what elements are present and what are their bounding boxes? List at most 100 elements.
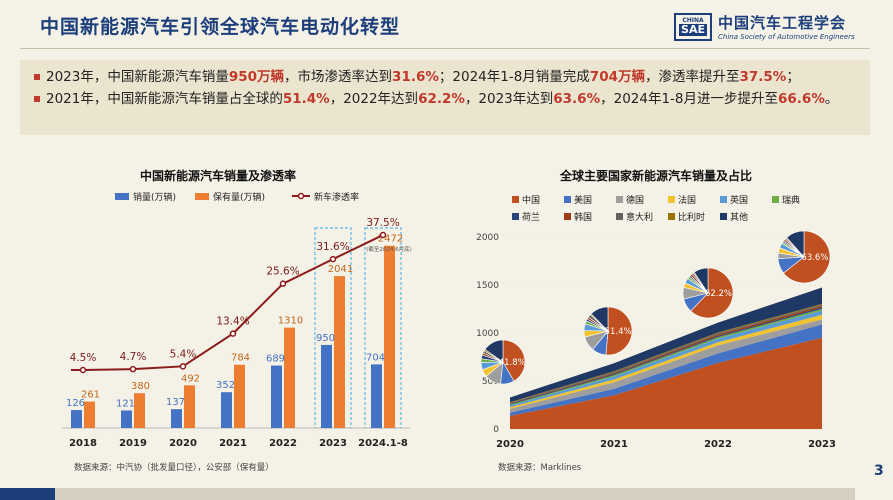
data-label-stock: 380 — [131, 381, 150, 392]
data-label-sales: 689 — [266, 354, 285, 365]
bullet-marker-icon — [34, 96, 40, 102]
legend-entry: 比利时 — [678, 211, 705, 223]
data-label-stock: 2472 — [378, 234, 403, 245]
area-英国 — [510, 310, 822, 408]
rate-label: 25.6% — [266, 266, 299, 278]
legend-entry: 美国 — [574, 194, 592, 206]
rate-point — [79, 366, 87, 374]
rate-point — [229, 330, 237, 337]
bullet-2: 2021年，中国新能源汽车销量占全球的51.4%，2022年达到62.2%，20… — [34, 88, 860, 110]
stock-note: (截至2024.6月底) — [366, 245, 412, 253]
rate-label: 37.5% — [366, 217, 399, 229]
area-中国 — [510, 337, 822, 429]
legend-swatch — [616, 213, 623, 220]
y-tick-label: 0 — [493, 425, 499, 435]
rate-point — [179, 363, 187, 370]
x-tick-label: 2023 — [808, 439, 836, 450]
highlight-value: 704万辆 — [589, 69, 645, 85]
pie-slice — [783, 230, 831, 284]
data-label-stock: 1310 — [278, 316, 303, 327]
bullet-text: ，2023年达到 — [464, 91, 554, 107]
bullet-text: ，2022年达到 — [329, 91, 419, 107]
right-chart-title: 全球主要国家新能源汽车销量及占比 — [560, 169, 753, 183]
pie-share-label: 41.8% — [499, 358, 526, 368]
legend-entry: 德国 — [626, 194, 644, 206]
pie-share-label: 62.2% — [705, 289, 732, 299]
pie-slice — [690, 267, 734, 319]
logo-mark-bottom: SAE — [679, 23, 707, 36]
bar-stock — [384, 245, 395, 428]
bar-stock — [334, 276, 345, 428]
legend-swatch — [668, 196, 675, 203]
area-瑞典 — [510, 308, 822, 406]
legend-entry: 新车渗透率 — [314, 191, 359, 203]
data-label-stock: 2041 — [328, 264, 353, 275]
legend-swatch — [512, 196, 519, 203]
bar-stock — [84, 401, 95, 428]
bar-stock — [184, 385, 195, 428]
bullet-marker-icon — [34, 74, 40, 80]
legend-swatch — [512, 213, 519, 220]
footer-bar — [0, 488, 893, 500]
legend-entry: 瑞典 — [782, 194, 800, 206]
y-tick-label: 1000 — [476, 329, 499, 339]
bar-sales — [271, 365, 282, 428]
data-label-stock: 784 — [231, 353, 250, 364]
legend-swatch — [616, 196, 623, 203]
pie-slice — [502, 339, 526, 382]
x-tick-label: 2021 — [600, 439, 628, 450]
rate-line — [71, 234, 384, 371]
rate-label: 4.7% — [120, 351, 147, 363]
legend-entry: 韩国 — [574, 211, 592, 223]
x-tick-label: 2020 — [169, 438, 197, 449]
bar-stock — [284, 327, 295, 428]
data-label-stock: 261 — [81, 390, 100, 401]
highlight-box — [314, 227, 352, 429]
legend-entry: 荷兰 — [522, 211, 540, 223]
rate-point — [379, 231, 387, 239]
bar-sales — [71, 410, 82, 428]
area-韩国 — [510, 306, 822, 404]
legend-entry: 意大利 — [626, 211, 653, 223]
rate-label: 13.4% — [216, 316, 249, 328]
bullet-text: ，2024年1-8月进一步提升至 — [600, 91, 779, 107]
legend-entry: 其他 — [730, 211, 748, 223]
x-tick-label: 2023 — [319, 438, 347, 449]
rate-point — [129, 365, 137, 373]
summary-box: 2023年，中国新能源汽车销量950万辆，市场渗透率达到31.6%；2024年1… — [20, 60, 870, 135]
area-德国 — [510, 319, 822, 413]
x-tick-label: 2022 — [704, 439, 732, 450]
csae-logo: CHINA SAE 中国汽车工程学会 China Society of Auto… — [674, 12, 855, 41]
data-label-sales: 137 — [166, 397, 185, 408]
area-法国 — [510, 314, 822, 409]
highlight-box — [364, 227, 402, 429]
page-title: 中国新能源汽车引领全球汽车电动化转型 — [40, 16, 401, 38]
x-tick-label: 2022 — [269, 438, 297, 449]
legend-entry: 法国 — [678, 194, 696, 206]
legend-swatch — [564, 213, 571, 220]
highlight-value: 62.2% — [418, 91, 465, 107]
highlight-value: 950万辆 — [228, 69, 285, 85]
bar-sales — [321, 344, 332, 428]
pie-slice — [605, 306, 633, 356]
area-美国 — [510, 324, 822, 416]
bar-sales — [371, 364, 382, 428]
x-tick-label: 2024.1-8 — [358, 438, 408, 449]
bullet-text: ，市场渗透率达到 — [284, 69, 393, 85]
legend-swatch — [720, 196, 727, 203]
bar-stock — [134, 393, 145, 428]
bar-sales — [171, 409, 182, 428]
right-chart-source: 数据来源：Marklines — [498, 463, 582, 473]
bullet-text: 2023年，中国新能源汽车销量 — [46, 69, 229, 85]
bullet-text: 。 — [824, 91, 839, 107]
legend-swatch — [297, 192, 305, 200]
data-label-sales: 704 — [366, 352, 385, 363]
legend-swatch — [720, 213, 727, 220]
highlight-value: 31.6% — [392, 69, 439, 85]
pie-slice — [786, 230, 805, 258]
pie-share-label: 51.4% — [605, 327, 632, 337]
area-荷兰 — [510, 307, 822, 405]
logo-mark: CHINA SAE — [674, 12, 712, 41]
data-label-sales: 121 — [116, 398, 135, 409]
